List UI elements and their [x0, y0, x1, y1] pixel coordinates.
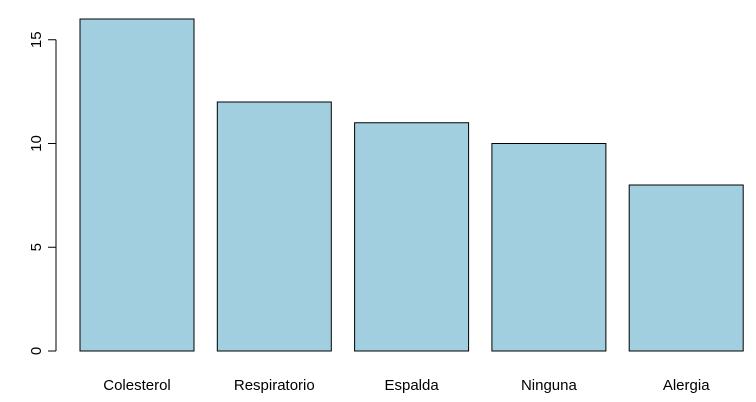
x-category-label: Alergia [663, 377, 710, 394]
y-tick-label: 15 [28, 31, 45, 48]
bar-respiratorio [216, 101, 332, 352]
x-category-label: Espalda [384, 377, 439, 394]
y-tick-label: 10 [28, 135, 45, 152]
x-category-label: Respiratorio [234, 377, 315, 394]
x-axis-labels: Colesterol Respiratorio Espalda Ninguna Aler… [103, 377, 710, 394]
bar-ninguna [491, 143, 607, 352]
y-axis: 0 5 10 15 [28, 31, 57, 355]
bar-espalda [354, 122, 470, 352]
bar-colesterol [79, 18, 195, 352]
y-tick-label: 0 [28, 347, 45, 355]
x-category-label: Colesterol [103, 377, 171, 394]
bar-alergia [628, 184, 744, 352]
bars [79, 18, 744, 352]
x-category-label: Ninguna [521, 377, 578, 394]
y-tick-label: 5 [28, 243, 45, 251]
